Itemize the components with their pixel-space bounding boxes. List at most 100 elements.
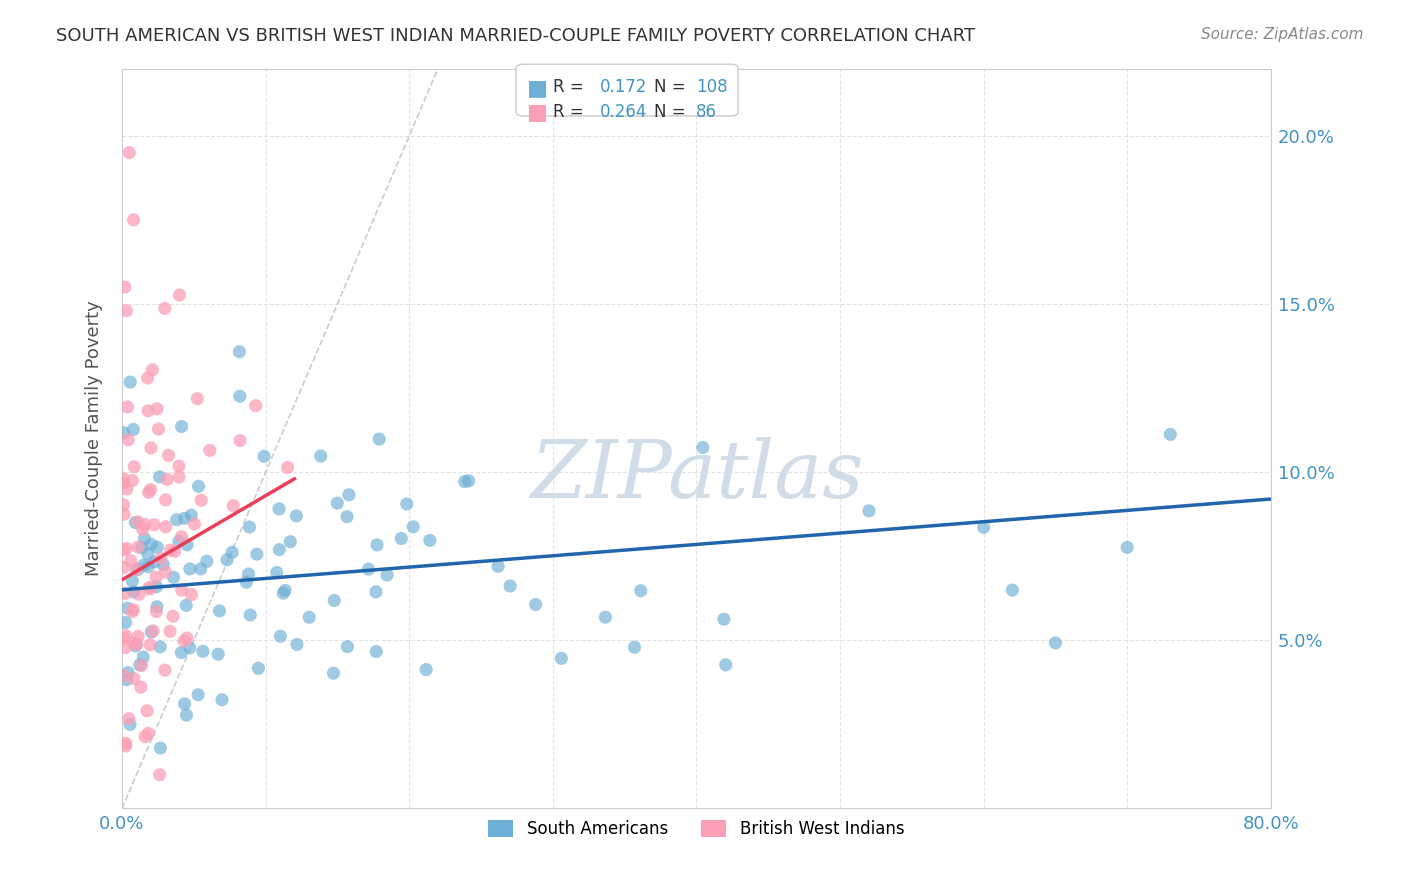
Text: R =: R = <box>553 78 583 96</box>
British West Indians <box>121 474 143 488</box>
South Americans <box>132 558 155 572</box>
Legend: South Americans, British West Indians: South Americans, British West Indians <box>482 813 911 845</box>
British West Indians <box>169 288 191 302</box>
South Americans <box>457 474 479 488</box>
British West Indians <box>222 499 245 513</box>
British West Indians <box>138 581 160 595</box>
South Americans <box>208 604 231 618</box>
Text: SOUTH AMERICAN VS BRITISH WEST INDIAN MARRIED-COUPLE FAMILY POVERTY CORRELATION : SOUTH AMERICAN VS BRITISH WEST INDIAN MA… <box>56 27 976 45</box>
South Americans <box>326 496 349 510</box>
South Americans <box>141 537 163 551</box>
British West Indians <box>176 631 198 645</box>
South Americans <box>630 583 652 598</box>
British West Indians <box>245 399 267 413</box>
British West Indians <box>115 541 138 556</box>
South Americans <box>454 475 477 489</box>
British West Indians <box>115 303 138 318</box>
South Americans <box>714 657 737 672</box>
British West Indians <box>190 493 212 508</box>
British West Indians <box>146 401 169 416</box>
South Americans <box>187 688 209 702</box>
South Americans <box>336 640 359 654</box>
South Americans <box>128 657 150 672</box>
South Americans <box>149 741 172 756</box>
South Americans <box>419 533 441 548</box>
Text: ■: ■ <box>527 78 548 98</box>
Text: 108: 108 <box>696 78 727 96</box>
Text: ■: ■ <box>527 103 548 122</box>
South Americans <box>221 545 243 559</box>
British West Indians <box>180 588 202 602</box>
South Americans <box>1116 541 1139 555</box>
South Americans <box>366 644 388 658</box>
South Americans <box>357 562 380 576</box>
South Americans <box>195 554 218 568</box>
Text: N =: N = <box>654 78 685 96</box>
Text: 0.172: 0.172 <box>600 78 648 96</box>
South Americans <box>278 534 301 549</box>
Text: Source: ZipAtlas.com: Source: ZipAtlas.com <box>1201 27 1364 42</box>
South Americans <box>415 663 437 677</box>
Text: ■: ■ <box>527 103 548 122</box>
South Americans <box>395 497 418 511</box>
British West Indians <box>148 422 170 436</box>
British West Indians <box>136 404 159 418</box>
South Americans <box>131 541 153 555</box>
British West Indians <box>120 554 142 568</box>
South Americans <box>858 504 880 518</box>
South Americans <box>166 513 188 527</box>
Text: ZIPatlas: ZIPatlas <box>530 437 863 514</box>
British West Indians <box>145 605 167 619</box>
South Americans <box>149 640 172 654</box>
British West Indians <box>112 542 135 557</box>
South Americans <box>145 580 167 594</box>
British West Indians <box>159 543 181 558</box>
South Americans <box>235 575 257 590</box>
British West Indians <box>186 392 208 406</box>
Text: 108: 108 <box>696 78 727 96</box>
British West Indians <box>198 443 221 458</box>
Text: ■: ■ <box>527 78 548 98</box>
South Americans <box>368 432 391 446</box>
South Americans <box>323 593 346 607</box>
British West Indians <box>167 470 190 484</box>
British West Indians <box>167 459 190 474</box>
British West Indians <box>128 587 150 601</box>
South Americans <box>274 583 297 598</box>
South Americans <box>337 488 360 502</box>
South Americans <box>120 375 142 389</box>
South Americans <box>499 579 522 593</box>
South Americans <box>187 479 209 493</box>
British West Indians <box>127 515 149 529</box>
British West Indians <box>129 680 152 694</box>
South Americans <box>146 599 169 614</box>
Text: N =: N = <box>654 103 685 120</box>
British West Indians <box>134 730 156 744</box>
British West Indians <box>112 472 135 486</box>
South Americans <box>550 651 572 665</box>
British West Indians <box>112 560 135 574</box>
Text: R =: R = <box>553 78 583 96</box>
British West Indians <box>114 280 136 294</box>
South Americans <box>173 697 195 711</box>
South Americans <box>309 449 332 463</box>
South Americans <box>115 673 138 687</box>
South Americans <box>322 666 344 681</box>
British West Indians <box>277 460 299 475</box>
British West Indians <box>157 448 180 462</box>
South Americans <box>1159 427 1181 442</box>
British West Indians <box>141 363 163 377</box>
South Americans <box>121 574 143 588</box>
South Americans <box>692 441 714 455</box>
British West Indians <box>132 523 155 537</box>
South Americans <box>713 612 735 626</box>
British West Indians <box>139 638 162 652</box>
British West Indians <box>183 516 205 531</box>
South Americans <box>271 586 294 600</box>
South Americans <box>167 534 190 549</box>
South Americans <box>117 665 139 680</box>
South Americans <box>132 650 155 665</box>
South Americans <box>253 450 276 464</box>
South Americans <box>266 566 288 580</box>
Text: 0.264: 0.264 <box>600 103 648 120</box>
